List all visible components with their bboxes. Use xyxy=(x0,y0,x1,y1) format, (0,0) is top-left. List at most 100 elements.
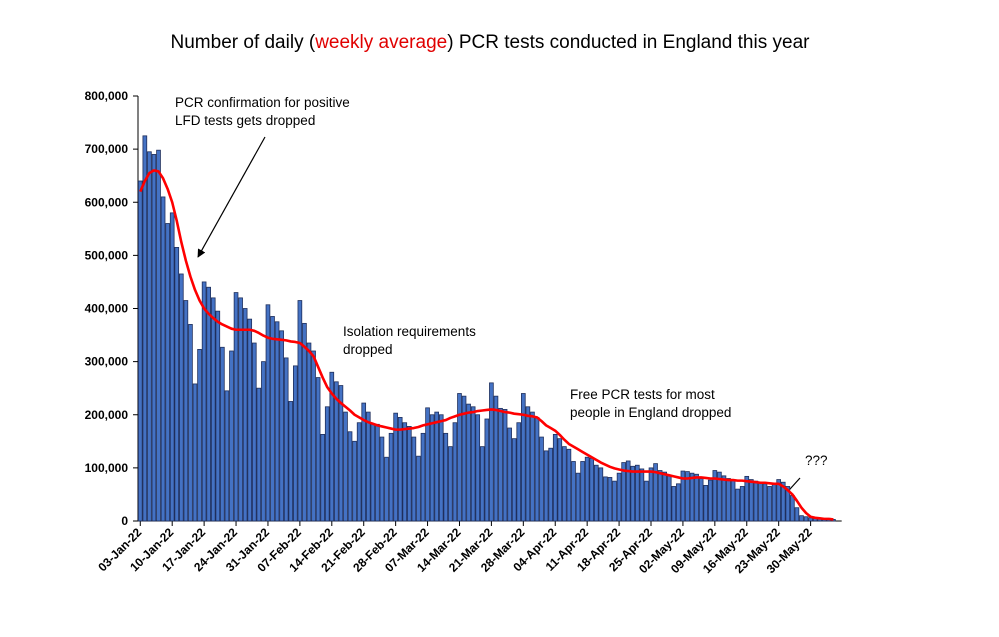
bar xyxy=(639,468,645,522)
bar xyxy=(662,471,667,522)
bar xyxy=(598,467,604,522)
bar xyxy=(644,480,649,522)
y-tick-label: 700,000 xyxy=(85,142,129,156)
bar xyxy=(530,411,535,522)
bar xyxy=(238,297,243,522)
y-tick-label: 100,000 xyxy=(85,461,129,475)
y-tick-label: 600,000 xyxy=(85,195,129,209)
bar xyxy=(210,297,216,522)
annotation: Free PCR tests for most xyxy=(570,387,715,402)
bar xyxy=(767,486,772,522)
bar xyxy=(780,481,786,522)
annotation: Isolation requirements xyxy=(343,324,476,339)
bar xyxy=(197,349,202,522)
bar xyxy=(685,471,690,522)
bar xyxy=(666,475,672,522)
bar xyxy=(475,414,481,522)
bar xyxy=(270,316,275,522)
bar xyxy=(425,407,430,522)
bar xyxy=(411,436,417,522)
chart-title: Number of daily (weekly average) PCR tes… xyxy=(171,32,811,53)
bar xyxy=(648,467,654,522)
annotation: PCR confirmation for positive xyxy=(175,95,350,110)
bar xyxy=(534,417,540,522)
bar xyxy=(361,402,367,522)
bar xyxy=(607,477,613,522)
bar xyxy=(484,418,490,522)
bar xyxy=(502,409,508,522)
bar xyxy=(315,377,321,522)
y-tick-label: 800,000 xyxy=(85,89,129,103)
bar xyxy=(552,434,558,522)
bar xyxy=(265,304,271,522)
bar xyxy=(657,470,663,522)
bar xyxy=(156,149,161,522)
bar xyxy=(420,432,426,522)
bar xyxy=(712,470,718,522)
bar xyxy=(707,479,713,522)
bar xyxy=(735,488,740,522)
bar xyxy=(201,281,207,522)
bar xyxy=(498,407,503,522)
bar xyxy=(676,483,681,522)
bar xyxy=(302,322,307,522)
bar xyxy=(562,446,567,522)
bar xyxy=(680,470,686,522)
bar xyxy=(571,461,576,522)
bar xyxy=(794,507,800,522)
bar xyxy=(169,212,175,522)
bar xyxy=(174,247,180,522)
bar xyxy=(247,318,253,522)
bar xyxy=(142,135,148,522)
y-tick-label: 0 xyxy=(121,514,128,528)
bar xyxy=(753,480,759,522)
bar xyxy=(370,423,376,522)
bar xyxy=(584,456,590,522)
bar xyxy=(274,321,280,522)
bar xyxy=(698,478,704,522)
bar xyxy=(224,390,230,522)
bar xyxy=(575,472,581,522)
bar xyxy=(457,393,462,522)
bar xyxy=(160,196,166,522)
bar xyxy=(375,423,380,522)
bar xyxy=(229,350,234,522)
bar xyxy=(507,427,512,522)
bar xyxy=(434,411,439,522)
bar xyxy=(762,483,768,522)
arrow xyxy=(197,136,266,258)
bar xyxy=(283,357,289,522)
bar xyxy=(179,273,184,522)
bar xyxy=(311,350,316,522)
bar xyxy=(603,476,608,522)
bar xyxy=(557,438,563,522)
bar xyxy=(365,411,371,522)
bar xyxy=(776,479,781,522)
annotation: dropped xyxy=(343,342,393,357)
bar xyxy=(388,432,394,522)
title-highlight: weekly average xyxy=(314,32,447,53)
bar xyxy=(539,436,544,522)
bar xyxy=(279,330,284,522)
bar xyxy=(799,515,804,522)
bar xyxy=(438,414,444,522)
bar xyxy=(261,361,266,522)
bar xyxy=(329,371,335,522)
bar xyxy=(384,456,389,522)
y-tick-label: 200,000 xyxy=(85,408,129,422)
bar xyxy=(493,395,499,522)
bar xyxy=(689,472,695,522)
bar xyxy=(543,450,549,522)
bar xyxy=(347,431,353,522)
bar xyxy=(461,395,467,522)
bar xyxy=(521,393,526,522)
bar xyxy=(739,486,745,522)
bar xyxy=(489,382,494,522)
bar xyxy=(803,516,809,522)
bar xyxy=(589,457,595,522)
bar xyxy=(147,151,152,522)
y-tick-label: 500,000 xyxy=(85,248,129,262)
bar xyxy=(466,403,471,522)
bar xyxy=(452,422,458,522)
